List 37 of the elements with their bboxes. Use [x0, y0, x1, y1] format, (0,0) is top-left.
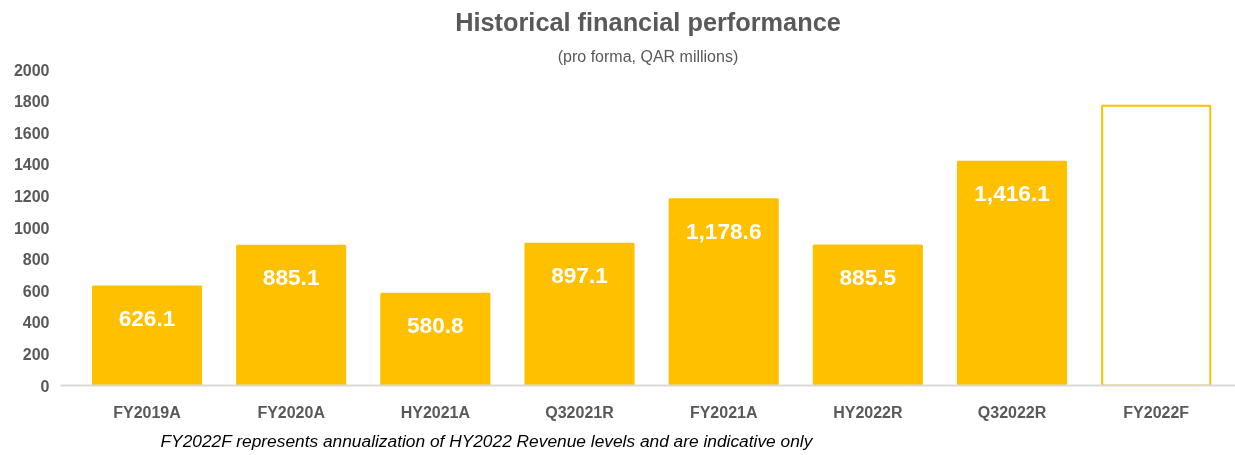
- y-tick-label: 1400: [13, 156, 50, 174]
- x-tick-label: FY2019A: [113, 403, 182, 421]
- y-tick-label: 1200: [13, 187, 50, 205]
- y-tick-label: 800: [22, 251, 50, 269]
- bar: [524, 242, 635, 386]
- x-tick-label: FY2020A: [257, 403, 326, 421]
- data-label: 885.5: [839, 264, 897, 291]
- bar: [668, 198, 779, 386]
- bar: [956, 160, 1068, 386]
- bar: [91, 285, 203, 386]
- y-tick-label: 400: [22, 314, 50, 332]
- text: FY2022F represents annualization of HY2022 Revenue levels and are indicative only: [160, 430, 814, 451]
- data-label: 1,416.1: [974, 180, 1050, 207]
- x-tick-label: FY2021A: [689, 403, 758, 421]
- y-tick-label: 1000: [13, 219, 50, 237]
- data-label: 897.1: [551, 262, 608, 289]
- bar: [1101, 104, 1212, 386]
- x-tick-label: FY2022F: [1123, 403, 1190, 421]
- bar: [380, 292, 491, 386]
- data-label: 885.1: [262, 264, 320, 291]
- data-label: 580.8: [407, 312, 464, 339]
- x-tick-label: Q32021R: [545, 403, 615, 421]
- y-tick-label: 1600: [13, 124, 50, 142]
- y-tick-label: 2000: [13, 61, 50, 79]
- bar: [236, 244, 347, 386]
- bar: [812, 244, 923, 386]
- y-tick-label: 600: [22, 282, 50, 300]
- data-label: 626.1: [118, 305, 176, 332]
- y-tick-label: 200: [22, 345, 50, 363]
- data-label: 1,178.6: [685, 218, 762, 245]
- x-tick-label: HY2021A: [400, 403, 471, 421]
- x-tick-label: Q32022R: [977, 403, 1047, 421]
- chart-title: Historical financial performance: [455, 7, 841, 36]
- y-tick-label: 0: [40, 377, 50, 395]
- x-tick-label: HY2022R: [833, 403, 903, 421]
- chart-subtitle: (pro forma, QAR millions): [557, 47, 739, 65]
- y-tick-label: 1800: [13, 93, 50, 111]
